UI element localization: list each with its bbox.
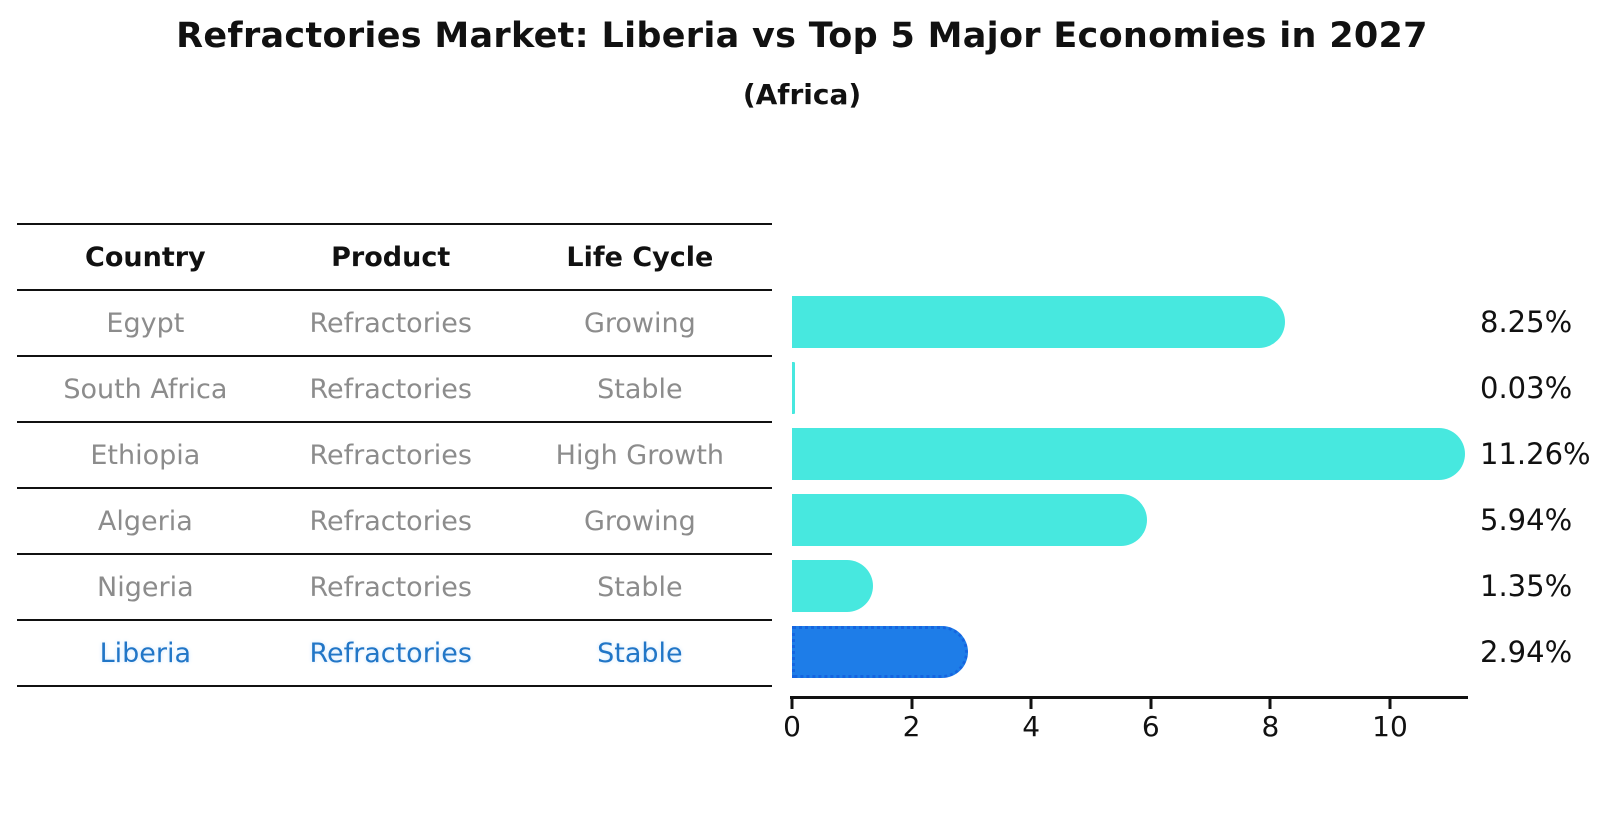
bar-egypt xyxy=(792,296,1286,348)
life-cycle-cell: Growing xyxy=(583,307,696,339)
column-header-product: Product xyxy=(331,241,451,273)
x-tick-mark-6 xyxy=(1149,699,1153,709)
x-tick-label-0: 0 xyxy=(783,710,801,743)
value-label-algeria: 5.94% xyxy=(1480,503,1573,537)
country-cell: Algeria xyxy=(97,505,193,537)
table-row-algeria: Algeria Refractories Growing xyxy=(17,487,772,553)
product-cell: Refractories xyxy=(309,439,472,471)
life-cycle-cell: High Growth xyxy=(555,439,725,471)
product-cell: Refractories xyxy=(309,307,472,339)
bar-liberia xyxy=(792,626,968,678)
table-body: Egypt Refractories Growing South Africa Refr… xyxy=(17,289,772,685)
x-tick-label-8: 8 xyxy=(1261,710,1280,743)
bar-ethiopia xyxy=(792,428,1466,480)
value-label-ethiopia: 11.26% xyxy=(1480,437,1591,471)
life-cycle-cell: Stable xyxy=(597,637,683,669)
country-cell: South Africa xyxy=(63,373,228,405)
life-cycle-cell: Stable xyxy=(597,571,683,603)
chart-subtitle: (Africa) xyxy=(742,78,862,111)
x-tick-mark-10 xyxy=(1388,699,1392,709)
product-cell: Refractories xyxy=(309,637,472,669)
value-label-egypt: 8.25% xyxy=(1480,305,1573,339)
country-cell: Ethiopia xyxy=(90,439,201,471)
country-cell: Liberia xyxy=(99,637,192,669)
table-row-liberia: Liberia Refractories Stable xyxy=(17,619,772,685)
x-tick-mark-2 xyxy=(910,699,914,709)
chart-title: Refractories Market: Liberia vs Top 5 Ma… xyxy=(176,16,1428,56)
country-table: Country Product Life Cycle Egypt Refracto… xyxy=(17,223,772,687)
country-cell: Nigeria xyxy=(97,571,194,603)
x-tick-label-10: 10 xyxy=(1372,710,1408,743)
x-tick-mark-4 xyxy=(1029,699,1033,709)
bar-algeria xyxy=(792,494,1148,546)
x-axis-line xyxy=(790,696,1468,699)
x-tick-mark-0 xyxy=(790,699,794,709)
table-row-ethiopia: Ethiopia Refractories High Growth xyxy=(17,421,772,487)
x-tick-mark-8 xyxy=(1268,699,1272,709)
table-row-egypt: Egypt Refractories Growing xyxy=(17,289,772,355)
life-cycle-cell: Stable xyxy=(597,373,683,405)
value-label-liberia: 2.94% xyxy=(1480,635,1573,669)
value-label-south-africa: 0.03% xyxy=(1480,371,1573,405)
table-row-south-africa: South Africa Refractories Stable xyxy=(17,355,772,421)
table-row-nigeria: Nigeria Refractories Stable xyxy=(17,553,772,619)
bar-south-africa xyxy=(792,362,795,414)
x-tick-label-2: 2 xyxy=(902,710,921,743)
product-cell: Refractories xyxy=(309,505,472,537)
country-cell: Egypt xyxy=(106,307,185,339)
product-cell: Refractories xyxy=(309,571,472,603)
table-header-row: Country Product Life Cycle xyxy=(17,223,772,289)
column-header-life-cycle: Life Cycle xyxy=(566,241,714,273)
life-cycle-cell: Growing xyxy=(583,505,696,537)
value-label-nigeria: 1.35% xyxy=(1480,569,1573,603)
column-header-country: Country xyxy=(85,241,206,273)
bar-nigeria xyxy=(792,560,873,612)
x-tick-label-4: 4 xyxy=(1022,710,1041,743)
product-cell: Refractories xyxy=(309,373,472,405)
x-tick-label-6: 6 xyxy=(1141,710,1160,743)
